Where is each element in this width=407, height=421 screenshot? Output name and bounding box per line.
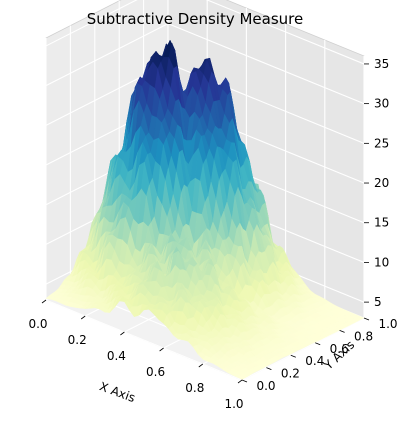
tick-mark <box>363 317 370 321</box>
tick-mark <box>120 331 125 336</box>
z-tick-label: 5 <box>374 295 382 309</box>
y-gridline <box>45 299 243 381</box>
surface-cell <box>236 375 246 380</box>
z-tick-label: 20 <box>374 176 389 190</box>
x-tick-labels: 0.0 0.2 0.4 0.6 0.8 1.0 <box>28 317 243 411</box>
y-tick-label: 0.0 <box>256 379 275 393</box>
y-tick-label: 0.4 <box>305 354 324 368</box>
tick-mark <box>315 342 321 346</box>
tick-mark <box>41 299 47 304</box>
chart-title: Subtractive Density Measure <box>87 10 304 28</box>
tick-mark <box>241 379 248 383</box>
y-tick-labels: 0.0 0.2 0.4 0.6 0.8 1.0 <box>256 317 397 393</box>
tick-mark <box>339 330 345 333</box>
z-tick-label: 25 <box>374 136 389 150</box>
z-tick-label: 30 <box>374 97 389 111</box>
x-axis-label: X Axis <box>98 379 137 405</box>
z-tick-labels: 5 10 15 20 25 30 35 <box>374 57 389 309</box>
y-tick-label: 1.0 <box>378 317 397 331</box>
z-tick-label: 35 <box>374 57 389 71</box>
y-tick-label: 0.8 <box>354 329 373 343</box>
tick-mark <box>80 315 86 320</box>
z-tick-label: 15 <box>374 216 389 230</box>
z-gridline <box>167 23 365 105</box>
z-gridline <box>205 0 365 65</box>
x-tick-label: 0.4 <box>107 349 126 363</box>
tick-mark <box>237 379 243 384</box>
tick-mark <box>266 367 272 370</box>
x-tick-label: 0.0 <box>28 317 47 331</box>
x-tick-label: 0.2 <box>68 333 87 347</box>
x-tick-label: 0.6 <box>146 365 165 379</box>
z-gridline <box>45 23 169 87</box>
tick-mark <box>159 347 164 352</box>
tick-marks <box>41 63 370 384</box>
density-surface <box>45 39 365 380</box>
x-tick-label: 1.0 <box>224 397 243 411</box>
tick-mark <box>290 354 296 358</box>
y-tick-label: 0.2 <box>281 367 300 381</box>
y-tick-label: 0.6 <box>330 342 349 356</box>
z-tick-label: 10 <box>374 255 389 269</box>
tick-mark <box>198 363 204 368</box>
z-gridline <box>45 0 138 47</box>
x-tick-label: 0.8 <box>185 381 204 395</box>
